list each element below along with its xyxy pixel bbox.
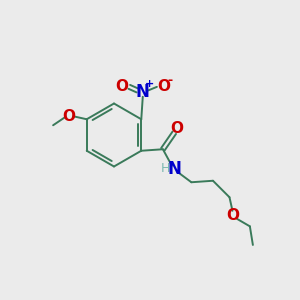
Text: -: -: [167, 74, 172, 87]
Text: O: O: [115, 79, 128, 94]
Text: O: O: [170, 121, 183, 136]
Text: +: +: [145, 79, 154, 89]
Text: O: O: [62, 109, 75, 124]
Text: O: O: [157, 79, 170, 94]
Text: H: H: [160, 162, 170, 175]
Text: O: O: [226, 208, 239, 223]
Text: N: N: [136, 83, 150, 101]
Text: N: N: [167, 160, 181, 178]
